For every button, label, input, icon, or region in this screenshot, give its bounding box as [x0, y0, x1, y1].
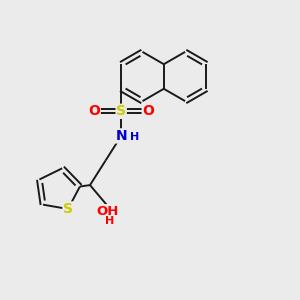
Text: H: H: [105, 216, 114, 226]
Text: S: S: [63, 202, 73, 216]
Text: N: N: [116, 129, 127, 143]
Text: H: H: [130, 132, 139, 142]
Text: O: O: [88, 104, 100, 118]
Text: O: O: [142, 104, 154, 118]
Text: S: S: [116, 104, 126, 118]
Text: OH: OH: [97, 205, 119, 218]
